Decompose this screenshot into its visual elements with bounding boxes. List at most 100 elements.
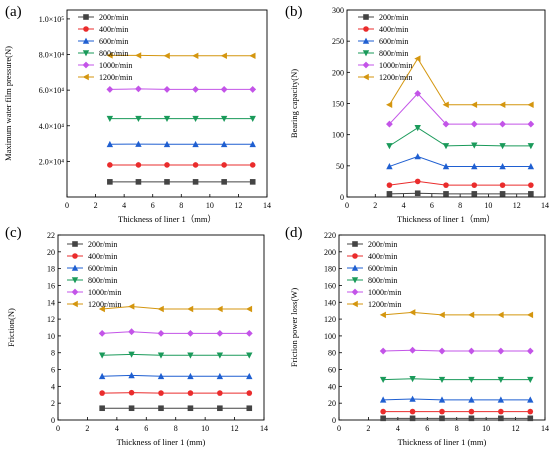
data-point — [158, 405, 164, 412]
y-tick-label: 300 — [332, 6, 344, 15]
x-tick-label: 8 — [174, 424, 178, 433]
legend-label: 1200r/min — [88, 300, 121, 309]
data-point — [497, 311, 504, 319]
data-point — [163, 86, 171, 93]
data-point — [187, 305, 194, 313]
data-point — [414, 190, 421, 197]
y-tick-label: 1.0×10⁵ — [39, 15, 65, 24]
data-point — [187, 405, 194, 412]
data-point — [468, 376, 475, 384]
data-point — [106, 140, 114, 148]
y-tick-label: 8.0×10⁴ — [39, 51, 65, 60]
data-point — [470, 101, 478, 108]
data-point — [471, 182, 478, 188]
data-point — [409, 395, 416, 402]
legend-label: 800r/min — [379, 49, 408, 58]
data-point — [187, 372, 194, 380]
data-point — [163, 115, 171, 123]
legend-label: 200r/min — [88, 240, 117, 249]
data-point — [99, 390, 105, 396]
legend-marker — [363, 14, 369, 20]
data-point — [98, 305, 105, 313]
series-1000r/min — [98, 328, 253, 337]
data-point — [220, 52, 227, 59]
y-tick-label: 220 — [324, 231, 336, 240]
series-1200r/min — [386, 55, 534, 108]
data-point — [157, 305, 164, 313]
data-point — [527, 120, 535, 128]
data-point — [249, 86, 257, 93]
data-point — [442, 143, 450, 150]
data-point — [497, 376, 505, 384]
series-600r/min — [379, 395, 534, 403]
data-point — [187, 329, 194, 337]
legend-marker — [71, 288, 79, 296]
data-point — [468, 311, 475, 319]
series-1200r/min — [106, 52, 256, 59]
legend-marker — [362, 37, 370, 44]
legend: 200r/min 400r/min 600r/min 800r/min 1000r/mi… — [67, 240, 121, 309]
data-point — [414, 125, 421, 132]
data-point — [192, 179, 199, 185]
series-line — [102, 331, 250, 334]
data-point — [439, 415, 445, 422]
series-600r/min — [386, 153, 535, 170]
data-point — [443, 182, 449, 188]
chart-panel-3: (c) 0 2 4 6 8 10 12 14 0 2 4 6 8 10 12 14 16 18 20 22 Thickne… — [5, 225, 268, 447]
y-axis-title: Bearing capacity(N) — [289, 69, 299, 138]
legend-marker — [363, 26, 369, 32]
data-point — [470, 120, 478, 128]
legend-label: 400r/min — [368, 252, 397, 261]
y-tick-label: 80 — [328, 349, 336, 358]
legend-marker — [82, 50, 90, 57]
data-point — [221, 162, 227, 168]
data-point — [217, 405, 223, 412]
y-tick-label: 18 — [47, 265, 55, 274]
data-point — [163, 140, 171, 148]
legend-label: 800r/min — [99, 49, 128, 58]
legend-label: 400r/min — [88, 252, 117, 261]
data-point — [106, 86, 114, 93]
data-point — [527, 396, 534, 403]
x-tick-label: 10 — [206, 201, 214, 210]
legend-marker — [82, 37, 90, 44]
data-point — [386, 143, 393, 150]
data-point — [386, 101, 393, 108]
data-point — [249, 162, 256, 168]
plot-frame — [66, 9, 268, 198]
legend: 200r/min 400r/min 600r/min 800r/min 1000r/mi… — [347, 240, 401, 309]
data-point — [217, 390, 223, 396]
x-tick-label: 6 — [144, 424, 148, 433]
x-tick-label: 6 — [151, 201, 155, 210]
panel-label: (d) — [285, 225, 303, 241]
legend-marker — [72, 241, 78, 247]
y-axis-title: Friction(N) — [6, 308, 16, 347]
data-point — [379, 396, 387, 403]
legend-marker — [71, 277, 79, 284]
legend-label: 400r/min — [99, 25, 128, 34]
data-point — [128, 328, 135, 336]
data-point — [99, 405, 105, 412]
data-point — [409, 309, 416, 316]
legend-label: 1200r/min — [99, 73, 132, 82]
legend-label: 200r/min — [379, 13, 408, 22]
data-point — [438, 376, 446, 384]
x-tick-label: 0 — [345, 201, 349, 210]
panel-label: (b) — [285, 4, 303, 20]
y-tick-label: 40 — [328, 382, 336, 391]
y-tick-label: 50 — [336, 162, 344, 171]
y-axis-title: Friction power loss(W) — [289, 288, 299, 367]
data-point — [164, 179, 170, 185]
data-point — [187, 352, 194, 359]
x-axis-title: Thickness of liner 1（mm） — [118, 214, 216, 224]
data-point — [249, 52, 256, 59]
data-point — [98, 372, 106, 380]
legend: 200r/min 400r/min 600r/min 800r/min 1000r/mi… — [358, 13, 412, 82]
data-point — [192, 52, 199, 59]
data-point — [164, 162, 170, 168]
data-point — [192, 140, 199, 148]
data-point — [409, 375, 416, 383]
legend-label: 1000r/min — [368, 288, 401, 297]
data-point — [249, 140, 256, 148]
x-axis-title: Thickness of liner 1（mm） — [397, 214, 495, 224]
